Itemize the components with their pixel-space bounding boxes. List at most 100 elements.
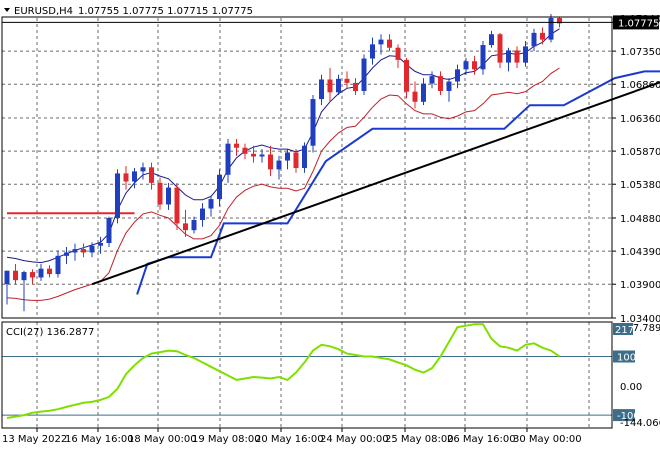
grid-layer: [2, 18, 612, 428]
series-layer: [6, 28, 660, 419]
x-tick-label: 25 May 08:00: [385, 434, 454, 445]
candle-body: [4, 270, 10, 285]
support-stepline: [136, 70, 660, 295]
y-tick-label: 1.03900: [620, 280, 660, 291]
x-tick-label: 16 May 16:00: [65, 434, 134, 445]
y-tick-label: 1.03400: [620, 314, 660, 325]
candle-body: [319, 79, 324, 100]
candle-body: [47, 268, 52, 275]
candle-body: [489, 34, 494, 46]
candle-body: [200, 208, 205, 221]
x-tick-label: 13 May 2022: [2, 434, 67, 445]
candle-body: [387, 39, 392, 48]
candle-body: [115, 173, 120, 218]
frame-layer: 1.07350 1.06860 1.06360 1.05870 1.05380 1.048…: [1, 14, 660, 445]
label-layer: EURUSD,H4 1.07755 1.07775 1.07715 1.0777…: [4, 6, 253, 338]
candle-body: [514, 50, 520, 63]
cci-tick-label: 100: [617, 353, 636, 364]
candle-body: [285, 152, 290, 161]
candle-body: [310, 99, 316, 146]
candle-body: [123, 173, 129, 182]
candle-body: [497, 34, 503, 63]
candle-body: [353, 82, 358, 91]
candle-body: [157, 182, 163, 205]
candle-body: [183, 223, 188, 231]
candle-body: [259, 154, 265, 157]
candle-body: [557, 18, 562, 24]
candle-body: [38, 268, 44, 278]
x-tick-label: 30 May 00:00: [513, 434, 582, 445]
candle-body: [55, 255, 61, 275]
candle-body: [540, 32, 545, 40]
trendline: [91, 81, 660, 286]
symbol-label: EURUSD,H4: [14, 6, 73, 17]
candle-body: [438, 76, 443, 91]
candle-body: [344, 78, 350, 83]
candle-body: [251, 153, 256, 157]
candle-body: [217, 174, 222, 200]
candle-body: [140, 167, 146, 172]
candle-body: [64, 252, 69, 256]
candle-body: [421, 83, 426, 102]
candle-body: [378, 39, 384, 45]
candle-body: [13, 270, 18, 281]
candle-body: [446, 81, 452, 91]
candle-body: [336, 78, 341, 93]
y-tick-label: 1.05870: [620, 147, 660, 158]
candle-body: [98, 243, 103, 246]
cci-panel-frame: [1, 321, 613, 429]
cci-tick-label: -144.0661: [620, 418, 660, 429]
candle-body: [30, 272, 35, 278]
candle-body: [370, 44, 375, 59]
x-tick-label: 20 May 16:00: [255, 434, 324, 445]
candle-body: [276, 160, 282, 170]
candle-body: [21, 272, 27, 281]
candle-body: [523, 46, 528, 63]
x-tick-label: 19 May 08:00: [192, 434, 261, 445]
candle-body: [132, 171, 137, 182]
cci-tick-label: -100: [617, 411, 640, 422]
cci-value-box: [613, 323, 633, 335]
candle-body: [455, 69, 460, 82]
candle-body: [531, 32, 537, 47]
candle-body: [242, 147, 248, 154]
x-tick-label: 26 May 16:00: [447, 434, 516, 445]
x-tick-label: 24 May 00:00: [320, 434, 389, 445]
candle-body: [480, 45, 486, 70]
cci-value-label: 217: [615, 325, 634, 336]
candle-body: [191, 220, 197, 231]
candle-body: [149, 167, 154, 183]
candle-body: [395, 47, 401, 60]
envelope-upper-line: [6, 28, 560, 264]
y-tick-label: 1.06360: [620, 114, 660, 125]
candle-body: [412, 91, 418, 102]
candle-body: [72, 249, 78, 253]
candle-body: [174, 187, 180, 224]
candle-body: [106, 218, 112, 243]
symbol-dropdown-icon[interactable]: [4, 8, 10, 12]
candle-body: [472, 61, 477, 70]
candle-body: [463, 61, 469, 70]
candle-layer: [4, 13, 562, 312]
candle-body: [268, 154, 273, 170]
candle-body: [225, 143, 231, 175]
candle-body: [361, 58, 367, 91]
candle-body: [234, 143, 239, 148]
candle-body: [81, 249, 86, 253]
candle-body: [548, 18, 554, 40]
y-tick-label: 1.07350: [620, 47, 660, 58]
cci-title: CCI(27) 136.2877: [6, 327, 94, 338]
price-panel-frame: [1, 16, 613, 319]
candle-body: [404, 59, 409, 92]
cci-line: [6, 323, 561, 419]
candle-body: [327, 79, 333, 93]
candle-body: [506, 50, 511, 63]
candle-body: [208, 199, 214, 209]
candle-body: [293, 152, 299, 168]
cci-level-box: [613, 350, 635, 363]
candle-body: [302, 145, 307, 168]
ohlc-label: 1.07755 1.07775 1.07715 1.07775: [78, 6, 253, 17]
y-tick-label: 1.05380: [620, 180, 660, 191]
current-price-box: [613, 15, 659, 30]
